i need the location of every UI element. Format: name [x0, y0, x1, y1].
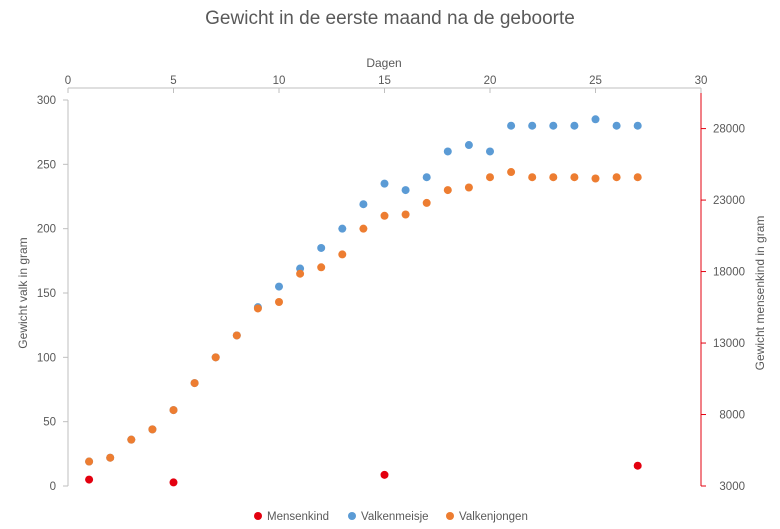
- legend-label-mensenkind: Mensenkind: [267, 511, 329, 523]
- mensenkind-point: [633, 461, 642, 470]
- valkenjongen-point: [443, 186, 452, 195]
- valkenjongen-point: [359, 224, 368, 233]
- left-y-tick-label: 250: [37, 159, 56, 171]
- valkenjongen-point: [253, 304, 262, 313]
- left-y-tick-label: 300: [37, 95, 56, 107]
- x-axis-ticks: 0 5 10 15 20 25 30: [65, 75, 708, 93]
- mensenkind-point: [85, 475, 94, 484]
- x-axis-title: Dagen: [366, 56, 401, 70]
- valkenmeisje-point: [507, 121, 516, 130]
- x-tick-label: 15: [378, 75, 391, 87]
- left-y-tick-label: 50: [43, 417, 56, 429]
- right-y-axis-ticks: 3000 8000 13000 18000 23000 28000: [701, 124, 745, 493]
- valkenjongen-point: [549, 173, 558, 182]
- valkenmeisje-point: [359, 200, 368, 209]
- legend-label-valkenjongen: Valkenjongen: [459, 511, 528, 523]
- right-y-tick-label: 23000: [713, 195, 745, 207]
- right-y-tick-label: 8000: [719, 410, 745, 422]
- valkenjongen-point: [190, 379, 199, 388]
- valkenjongen-point: [317, 263, 326, 272]
- legend-marker-valkenjongen: [446, 512, 454, 520]
- legend-label-valkenmeisje: Valkenmeisje: [361, 511, 429, 523]
- valkenmeisje-point: [570, 121, 579, 130]
- valkenjongen-point: [232, 331, 241, 340]
- valkenmeisje-point: [528, 121, 537, 130]
- valkenjongen-point: [275, 298, 283, 307]
- valkenmeisje-point: [401, 186, 410, 195]
- valkenjongen-point: [401, 210, 410, 219]
- valkenjongen-point: [127, 435, 136, 444]
- legend-marker-valkenmeisje: [348, 512, 356, 520]
- right-y-axis-title: Gewicht mensenkind in gram: [753, 216, 767, 371]
- valkenmeisje-point: [464, 141, 473, 150]
- chart-title: Gewicht in de eerste maand na de geboort…: [205, 8, 575, 29]
- valkenjongen-point: [148, 425, 157, 434]
- x-tick-label: 30: [695, 75, 708, 87]
- right-y-tick-label: 18000: [713, 267, 745, 279]
- left-y-tick-label: 150: [37, 288, 56, 300]
- left-y-axis-title: Gewicht valk in gram: [16, 237, 30, 348]
- valkenmeisje-point: [549, 121, 558, 130]
- left-y-tick-label: 0: [50, 481, 56, 493]
- x-tick-label: 20: [484, 75, 497, 87]
- mensenkind-point: [380, 470, 389, 479]
- valkenjongen-point: [296, 269, 305, 278]
- valkenjongen-point: [612, 173, 621, 182]
- valkenjongen-point: [380, 211, 389, 220]
- valkenjongen-point: [211, 353, 220, 362]
- x-tick-label: 25: [589, 75, 602, 87]
- valkenjongen-point: [528, 173, 537, 182]
- valkenmeisje-point: [612, 121, 621, 130]
- legend-marker-mensenkind: [254, 512, 262, 520]
- valkenjongen-point: [85, 457, 94, 466]
- valkenmeisje-point: [338, 224, 347, 233]
- valkenjongen-point: [507, 168, 516, 177]
- valkenjongen-point: [591, 174, 600, 183]
- valkenjongen-point: [570, 173, 579, 182]
- x-tick-label: 10: [273, 75, 286, 87]
- left-y-tick-label: 100: [37, 352, 56, 364]
- valkenjongen-point: [422, 198, 431, 207]
- valkenjongen-point: [633, 173, 642, 182]
- valkenmeisje-point: [317, 243, 326, 252]
- valkenmeisje-point: [486, 147, 494, 156]
- valkenmeisje-point: [633, 121, 642, 130]
- legend: Mensenkind Valkenmeisje Valkenjongen: [254, 511, 528, 523]
- valkenmeisje-point: [591, 115, 600, 124]
- valkenmeisje-point: [443, 147, 452, 156]
- data-points: [85, 115, 642, 487]
- left-y-axis-ticks: 0 50 100 150 200 250 300: [37, 95, 68, 493]
- mensenkind-point: [169, 478, 178, 487]
- valkenjongen-point: [169, 406, 178, 415]
- valkenmeisje-point: [422, 173, 431, 182]
- valkenjongen-point: [106, 453, 115, 462]
- x-tick-label: 0: [65, 75, 71, 87]
- valkenmeisje-point: [275, 282, 283, 291]
- right-y-tick-label: 13000: [713, 338, 745, 350]
- valkenmeisje-point: [380, 179, 389, 188]
- right-y-tick-label: 28000: [713, 124, 745, 136]
- right-y-tick-label: 3000: [719, 481, 745, 493]
- valkenjongen-point: [486, 173, 494, 182]
- left-y-tick-label: 200: [37, 224, 56, 236]
- valkenjongen-point: [464, 183, 473, 192]
- x-tick-label: 5: [170, 75, 176, 87]
- valkenjongen-point: [338, 250, 347, 259]
